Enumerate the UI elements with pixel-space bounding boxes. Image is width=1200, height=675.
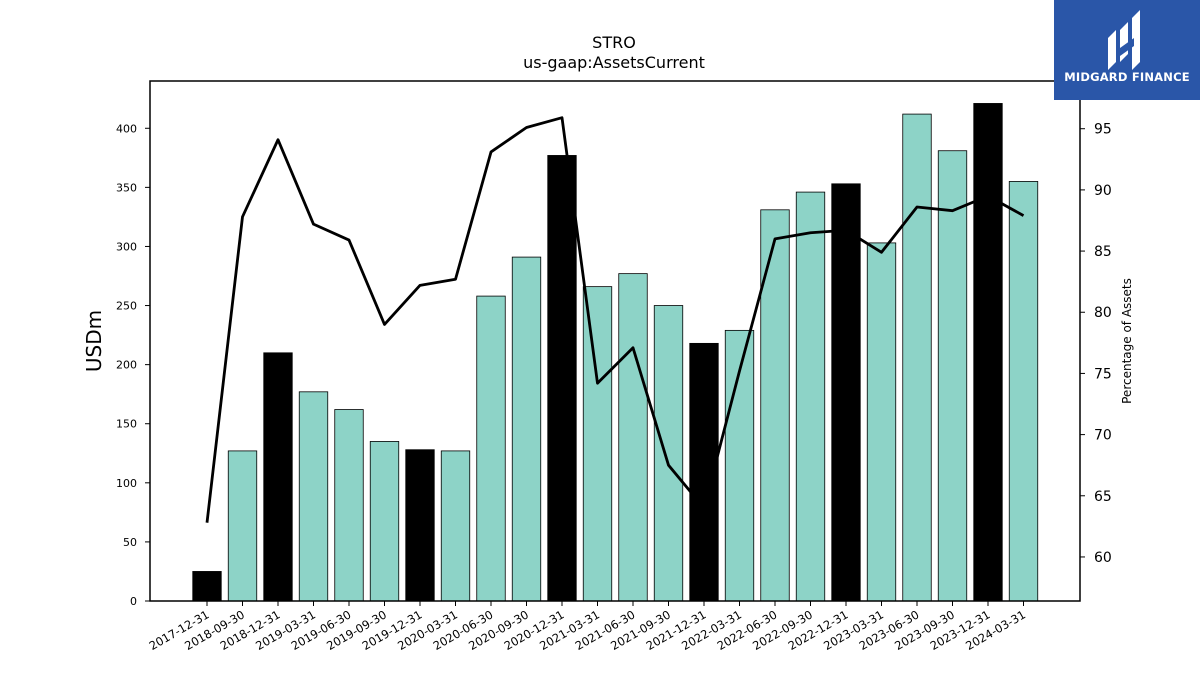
bar-2023-06-30 [902,113,932,602]
y-tick-label: 200 [116,359,137,372]
chart-subtitle: us-gaap:AssetsCurrent [523,53,705,72]
plot-frame [149,80,1081,602]
y-tick-label: 50 [123,536,137,549]
line-series [205,116,1025,523]
percentage-line [205,116,1025,523]
y-tick-label: 400 [116,122,137,135]
chart-title: STRO [592,33,636,52]
y-tick-label: 150 [116,418,137,431]
bar-2024-03-31 [1008,181,1039,602]
y2-tick-label: 95 [1094,122,1112,138]
bar-2020-03-31 [440,450,471,602]
bar-2020-12-31 [547,155,577,602]
y-tick-label: 250 [116,300,137,313]
y2-tick-label: 80 [1094,305,1112,321]
bar-2022-09-30 [795,191,826,602]
y-axis-label: USDm [82,310,106,372]
logo-text: MIDGARD FINANCE [1064,70,1190,84]
bar-2019-09-30 [369,441,400,602]
bar-2023-09-30 [937,150,968,602]
bar-2019-12-31 [405,449,435,602]
y2-tick-label: 85 [1094,244,1112,260]
bar-2021-06-30 [618,273,648,602]
bar-2023-03-31 [866,242,897,602]
y2-tick-label: 60 [1094,550,1112,566]
y2-tick-label: 70 [1094,428,1112,444]
bar-2022-06-30 [760,209,790,602]
bar-2021-09-30 [653,305,684,602]
brand-logo: MIDGARD FINANCE [1054,0,1200,100]
bar-2017-12-31 [192,571,222,602]
y2-tick-label: 75 [1094,366,1112,382]
y2-tick-label: 65 [1094,489,1112,505]
y-tick-label: 100 [116,477,137,490]
bar-2022-12-31 [831,183,861,602]
bar-series [192,103,1039,602]
y-tick-label: 0 [130,595,137,608]
bar-2020-09-30 [511,256,542,602]
y2-tick-label: 90 [1094,183,1112,199]
y2-axis-label: Percentage of Assets [1120,278,1134,404]
y-tick-label: 350 [116,181,137,194]
bar-2020-06-30 [476,295,506,602]
bar-2018-12-31 [263,352,293,602]
bar-2023-12-31 [973,103,1003,602]
bar-2018-09-30 [227,450,258,602]
bar-2019-03-31 [298,391,329,602]
bar-2021-03-31 [582,286,613,602]
y-tick-label: 300 [116,240,137,253]
bar-2019-06-30 [334,409,364,602]
logo-mark-icon [1108,10,1140,70]
